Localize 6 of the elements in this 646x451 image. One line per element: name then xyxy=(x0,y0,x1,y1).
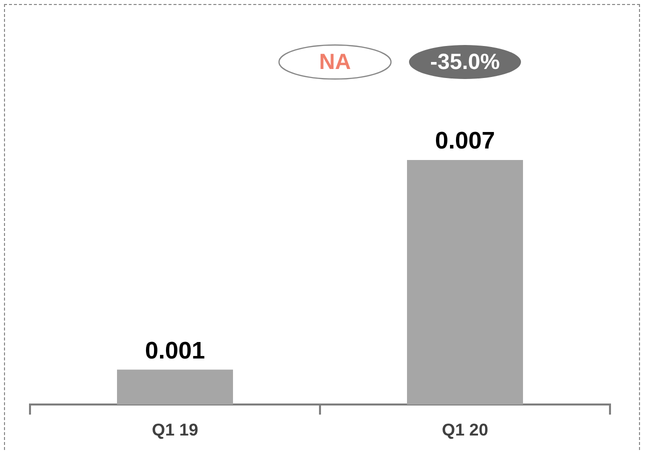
x-tick-label: Q1 19 xyxy=(152,420,198,440)
x-tick-label: Q1 20 xyxy=(442,420,488,440)
data-label: 0.001 xyxy=(144,337,206,364)
text: -35.0% xyxy=(430,49,500,74)
text: NA xyxy=(319,49,351,74)
data-label: 0.007 xyxy=(434,128,496,155)
